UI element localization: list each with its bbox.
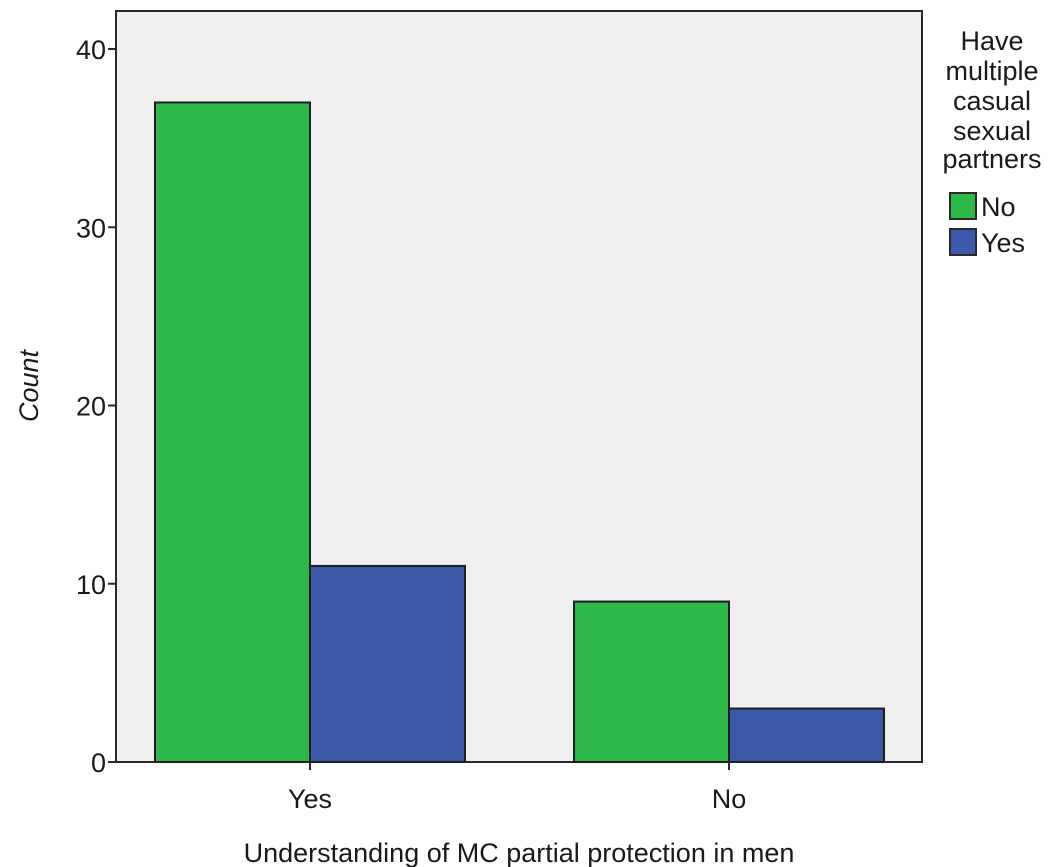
legend-label-yes: Yes [981,228,1025,258]
legend-title-line: sexual [953,116,1031,146]
y-axis-title: Count [14,348,44,422]
x-tick-label: Yes [288,784,332,814]
y-tick-label: 20 [76,392,106,422]
legend-title-line: Have [960,26,1023,56]
legend: Have multiple casual sexual partners No … [942,26,1041,258]
legend-swatch-no [949,192,977,220]
y-axis: 0 10 20 30 40 [76,35,116,778]
bar-yes-no [154,101,311,764]
legend-title-line: multiple [945,56,1038,86]
legend-title-line: casual [953,86,1031,116]
x-axis: Yes No [288,762,746,814]
legend-swatch-yes [949,228,977,256]
bar-no-no [573,600,730,764]
bar-no-yes [728,707,885,764]
y-tick-label: 10 [76,570,106,600]
legend-title-line: partners [942,144,1041,174]
y-tick-label: 30 [76,213,106,243]
y-tick-label: 40 [76,35,106,65]
legend-label-no: No [981,192,1016,222]
x-tick-label: No [712,784,747,814]
bar-yes-yes [309,564,466,763]
x-axis-title: Understanding of MC partial protection i… [244,838,795,867]
bars-group [154,101,885,764]
y-tick-label: 0 [91,748,106,778]
